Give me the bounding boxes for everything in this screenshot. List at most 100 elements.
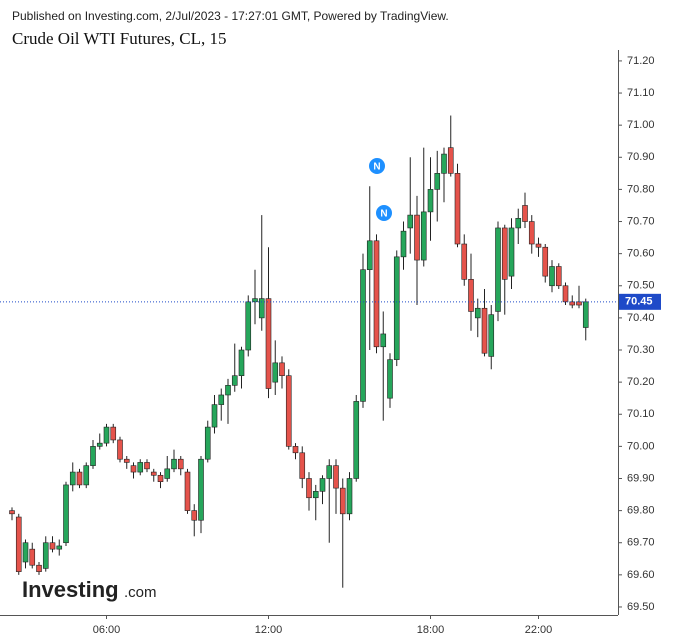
event-marker: N xyxy=(376,205,392,221)
x-tick-label: 12:00 xyxy=(255,624,283,636)
candle-body xyxy=(535,243,542,248)
candle-body xyxy=(339,487,346,515)
candle-body xyxy=(501,227,508,280)
x-tick-label: 22:00 xyxy=(525,624,553,636)
candle-body xyxy=(238,349,245,377)
event-marker: N xyxy=(369,158,385,174)
candle-body xyxy=(56,545,63,550)
candle-body xyxy=(360,269,366,402)
candle-body xyxy=(225,385,231,396)
candle-body xyxy=(130,465,137,473)
candle-body xyxy=(474,307,481,319)
logo-suffix: .com xyxy=(124,584,157,601)
y-tick-label: 71.00 xyxy=(627,119,655,131)
candle-body xyxy=(279,362,285,377)
candle-body xyxy=(447,147,454,174)
chart-title: Crude Oil WTI Futures, CL, 15 xyxy=(12,29,227,48)
candle-body xyxy=(204,426,211,460)
candle-body xyxy=(515,218,522,229)
candle-body xyxy=(373,240,380,348)
candle-body xyxy=(488,314,495,357)
candle-body xyxy=(157,474,164,482)
candle-body xyxy=(346,478,353,515)
y-tick-label: 70.10 xyxy=(627,408,655,420)
candle-body xyxy=(171,458,177,470)
y-tick-label: 69.90 xyxy=(627,472,655,484)
y-tick-label: 70.90 xyxy=(627,151,655,163)
candle-body xyxy=(15,516,22,572)
y-tick-label: 70.60 xyxy=(627,248,655,260)
y-tick-label: 71.20 xyxy=(627,55,655,67)
x-tick-label: 18:00 xyxy=(417,624,445,636)
candle-body xyxy=(326,465,333,479)
candle-body xyxy=(198,458,204,521)
candle-body xyxy=(393,256,400,360)
y-tick-label: 69.50 xyxy=(627,601,655,613)
y-tick-label: 69.70 xyxy=(627,537,655,549)
candle-body xyxy=(312,491,319,499)
candle-body xyxy=(90,446,96,466)
candle-body xyxy=(299,452,306,479)
candle-body xyxy=(454,173,461,245)
candle-body xyxy=(211,404,218,428)
logo-text: Investing xyxy=(22,577,119,602)
candle-body xyxy=(123,458,130,463)
candle-body xyxy=(258,298,265,319)
y-tick-label: 70.40 xyxy=(627,312,655,324)
candle-body xyxy=(400,230,407,258)
event-label: N xyxy=(380,209,387,220)
y-tick-label: 70.70 xyxy=(627,215,655,227)
candle-body xyxy=(49,542,56,550)
candle-body xyxy=(36,564,42,572)
candle-body xyxy=(285,375,292,447)
candle-body xyxy=(265,298,272,389)
candle-body xyxy=(150,471,157,476)
candle-body xyxy=(549,266,555,287)
candle-body xyxy=(103,426,110,444)
candle-body xyxy=(110,426,117,441)
y-tick-label: 70.80 xyxy=(627,183,655,195)
y-tick-label: 70.00 xyxy=(627,440,655,452)
candle-body xyxy=(22,542,29,563)
candle-body xyxy=(522,205,528,222)
candle-body xyxy=(9,510,15,515)
candle-body xyxy=(306,478,312,499)
candle-body xyxy=(461,243,468,280)
last-price-label: 70.45 xyxy=(625,296,653,308)
candle-body xyxy=(231,375,238,386)
logo: Investing .com xyxy=(22,577,157,602)
candle-body xyxy=(555,266,562,287)
candle-body xyxy=(387,359,393,399)
candle-body xyxy=(184,471,191,511)
candle-body xyxy=(528,221,535,245)
candle-body xyxy=(144,462,150,470)
candle-body xyxy=(333,465,339,489)
candle-body xyxy=(63,484,69,544)
candle-body xyxy=(164,468,171,479)
y-tick-label: 70.20 xyxy=(627,376,655,388)
candle-body xyxy=(441,153,447,174)
candle-body xyxy=(29,548,36,566)
candle-body xyxy=(569,301,576,306)
candle-body xyxy=(42,542,49,569)
y-tick-label: 71.10 xyxy=(627,87,655,99)
candle-body xyxy=(117,439,123,460)
candle-body xyxy=(366,240,373,271)
candle-body xyxy=(495,227,501,312)
y-tick-label: 70.50 xyxy=(627,280,655,292)
candle-body xyxy=(508,227,515,277)
y-tick-label: 69.80 xyxy=(627,505,655,517)
y-tick-label: 69.60 xyxy=(627,569,655,581)
candle-body xyxy=(191,510,198,521)
last-price-box xyxy=(619,293,661,310)
candle-body xyxy=(434,173,441,190)
candle-body xyxy=(69,471,76,486)
candle-body xyxy=(353,401,360,479)
candle-body xyxy=(582,301,589,328)
candle-body xyxy=(407,214,414,229)
event-label: N xyxy=(373,162,380,173)
candle-body xyxy=(272,362,279,383)
candle-body xyxy=(319,478,326,492)
candle-body xyxy=(96,442,103,447)
candle-body xyxy=(468,279,474,312)
